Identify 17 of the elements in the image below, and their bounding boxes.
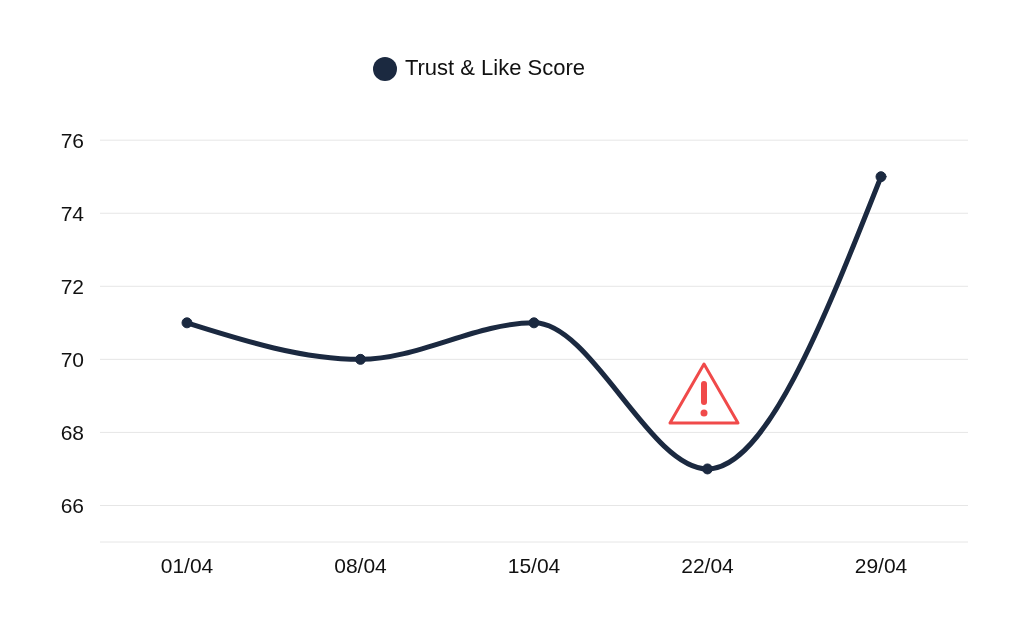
legend-label: Trust & Like Score (404, 55, 586, 80)
y-tick-label: 68 (60, 420, 84, 444)
x-tick-label: 08/04 (334, 553, 388, 577)
y-tick-label: 66 (60, 493, 84, 517)
point (702, 463, 713, 475)
point (528, 317, 540, 329)
x-tick-label: 15/04 (507, 553, 561, 577)
point (355, 353, 366, 365)
point (181, 317, 193, 329)
y-tick-label: 74 (60, 201, 85, 225)
y-tick-label: 76 (60, 128, 84, 152)
x-tick-label: 29/04 (854, 553, 908, 577)
x-tick-label: 22/04 (681, 553, 735, 577)
x-tick-label: 01/04 (160, 553, 214, 577)
y-tick-label: 72 (60, 274, 84, 298)
y-tick-label: 70 (60, 347, 84, 371)
point (875, 171, 887, 183)
